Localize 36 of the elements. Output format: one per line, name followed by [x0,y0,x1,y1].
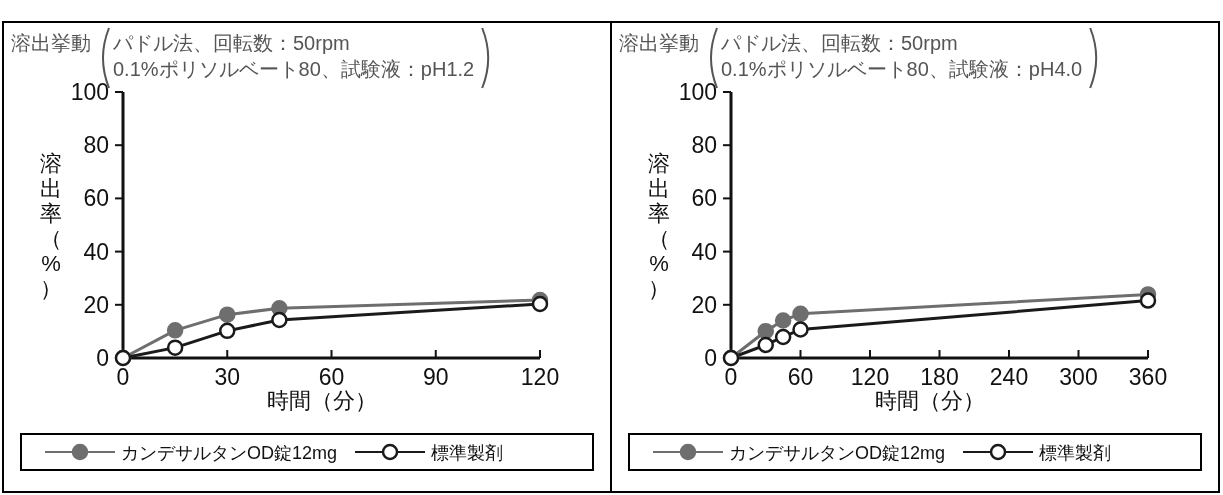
y-tick-label: 0 [96,345,109,371]
legend-label: カンデサルタンOD錠12mg [121,443,338,463]
y-tick-label: 80 [691,132,717,159]
y-tick-label: 20 [691,291,717,318]
x-tick-label: 180 [920,364,959,390]
y-tick-label: 40 [691,238,717,265]
y-axis-title: 溶出率（%） [40,151,62,301]
legend-label: 標準製剤 [431,443,504,463]
y-tick-label: 100 [70,79,109,105]
x-tick-label: 120 [850,364,890,390]
y-tick-label: 60 [691,185,717,212]
x-tick-label: 90 [422,364,449,390]
y-tick-label: 80 [83,132,109,159]
x-tick-label: 0 [724,364,738,390]
x-axis-title: 時間（分） [874,388,985,413]
x-tick-label: 120 [520,364,560,390]
legend-label: カンデサルタンOD錠12mg [729,443,946,463]
y-tick-label: 0 [704,345,717,371]
x-tick-label: 0 [116,364,130,390]
x-tick-label: 300 [1059,364,1098,390]
x-tick-label: 240 [989,364,1029,390]
chart-title: 溶出挙動 [619,32,699,54]
x-tick-label: 30 [214,364,241,390]
chart-subtitle: パドル法、回転数：50rpm 0.1%ポリソルベート80、試験液：pH1.2 [112,32,475,80]
x-axis-title: 時間（分） [266,388,377,413]
chart-subtitle: パドル法、回転数：50rpm 0.1%ポリソルベート80、試験液：pH4.0 [720,32,1083,80]
y-tick-label: 20 [83,291,109,318]
legend-label: 標準製剤 [1039,443,1112,463]
x-tick-label: 360 [1128,364,1168,390]
y-tick-label: 60 [83,185,109,212]
x-tick-label: 60 [787,364,814,390]
y-axis-title: 溶出率（%） [648,151,670,301]
y-tick-label: 100 [678,79,717,105]
chart-title: 溶出挙動 [11,32,91,54]
y-tick-label: 40 [83,238,109,265]
x-tick-label: 60 [318,364,345,390]
